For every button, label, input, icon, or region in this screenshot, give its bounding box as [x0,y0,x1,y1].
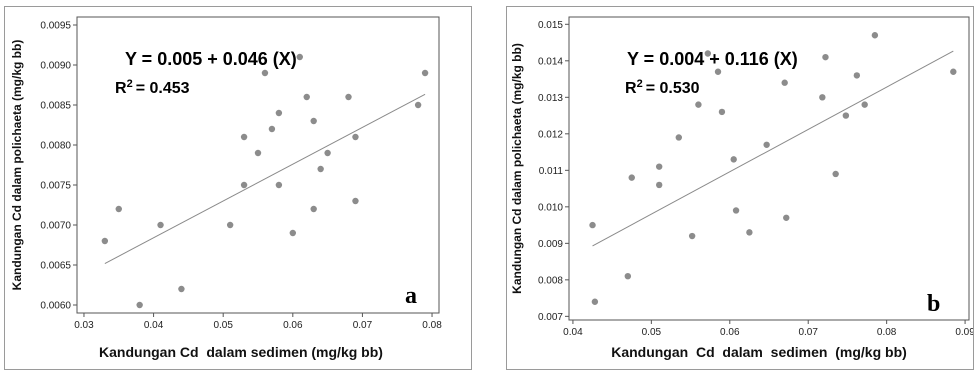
data-point [289,229,297,237]
data-point [345,93,352,101]
x-axis-title: Kandungan Cd dalam sedimen (mg/kg bb) [611,344,907,360]
data-point [268,125,276,133]
data-point [352,133,359,141]
data-point [732,207,740,214]
y-tick-label: 0.0065 [40,261,71,272]
regression-equation: Y = 0.005 + 0.046 (X) [125,49,297,69]
data-point [275,181,283,189]
data-point [261,69,269,77]
x-tick-label: 0.03 [74,320,94,331]
data-point [832,170,839,178]
chart-panel-a: 0.03 0.04 0.05 0.06 0.07 0.08 0.0060 0.0065 0.00… [4,6,472,370]
data-point [115,205,122,213]
x-tick-label: 0.07 [798,327,818,338]
data-point [655,181,663,189]
data-point [317,165,324,173]
data-point [853,72,861,79]
data-point [303,93,310,101]
y-tick-label: 0.015 [538,20,563,31]
y-tick-label: 0.008 [538,275,563,286]
data-point [675,134,683,141]
y-tick-label: 0.014 [538,56,563,67]
data-point [324,149,331,157]
data-point [695,101,702,108]
x-tick-label: 0.06 [720,327,740,338]
x-tick-label: 0.07 [353,320,373,331]
data-point [101,237,109,245]
y-axis-title: Kandungan Cd dalam polichaeta (mg/kg bb) [10,40,24,291]
scatter-plot-b: 0.04 0.05 0.06 0.07 0.08 0.09 0.007 0.008 0.009 0… [510,16,973,360]
x-tick-label: 0.08 [422,320,442,331]
data-point [655,163,663,170]
data-point [226,221,234,229]
x-tick-label: 0.04 [144,320,164,331]
y-tick-label: 0.012 [538,129,563,140]
r-squared-label: R2 = 0.453 [115,78,190,97]
regression-line [104,93,426,265]
data-point [842,112,850,119]
data-point [240,181,248,189]
data-point [871,32,879,39]
x-tick-label: 0.09 [955,327,973,338]
y-tick-label: 0.0080 [40,141,71,152]
data-point [624,272,632,280]
data-point [781,79,788,86]
data-point [254,149,262,157]
regression-line [592,50,954,247]
data-point [240,133,248,141]
data-point [819,94,826,101]
chart-panel-b: 0.04 0.05 0.06 0.07 0.08 0.09 0.007 0.008 0.009 0… [506,6,974,370]
data-point [950,68,957,75]
x-tick-label: 0.05 [213,320,233,331]
y-tick-label: 0.011 [539,166,564,177]
regression-equation: Y = 0.004 + 0.116 (X) [627,49,798,69]
data-point [714,68,722,75]
data-point [861,101,868,108]
data-point [296,53,303,61]
y-tick-label: 0.013 [538,93,563,104]
data-point [783,214,790,221]
y-tick-label: 0.0085 [40,101,71,112]
data-point [688,232,696,240]
data-point [822,53,829,61]
x-tick-label: 0.06 [283,320,303,331]
data-point [414,101,422,109]
data-point [704,50,712,57]
x-tick-label: 0.08 [877,327,897,338]
scatter-plot-a: 0.03 0.04 0.05 0.06 0.07 0.08 0.0060 0.0065 0.00… [10,16,442,360]
data-point [421,69,429,77]
y-tick-label: 0.010 [538,202,563,213]
data-point [763,141,770,148]
data-point [178,285,185,293]
y-tick-label: 0.0075 [40,181,71,192]
data-point [628,174,635,181]
y-tick-label: 0.0095 [40,21,71,32]
y-tick-label: 0.009 [538,239,563,250]
y-tick-label: 0.0060 [40,301,71,312]
plot-area [568,16,970,321]
data-point [136,301,143,309]
data-point [310,205,317,213]
r-squared-label: R2 = 0.530 [625,78,700,97]
data-point [591,298,599,305]
panel-letter: b [927,291,940,317]
x-tick-label: 0.05 [642,327,662,338]
y-tick-label: 0.0090 [40,61,71,72]
panel-letter: a [405,283,417,309]
data-point [157,221,164,229]
data-point [589,221,596,229]
data-point [275,109,283,117]
y-tick-label: 0.0070 [40,221,71,232]
y-axis-title: Kandungan Cd dalam polichaeta (mg/kg bb) [510,43,524,294]
x-tick-label: 0.04 [563,327,583,338]
data-point [310,117,317,125]
x-axis-title: Kandungan Cd dalam sedimen (mg/kg bb) [99,344,383,360]
data-point [352,197,359,205]
data-point [746,229,753,236]
y-tick-label: 0.007 [538,312,563,323]
data-point [718,108,726,116]
data-point [730,156,737,163]
plot-area [76,16,440,314]
